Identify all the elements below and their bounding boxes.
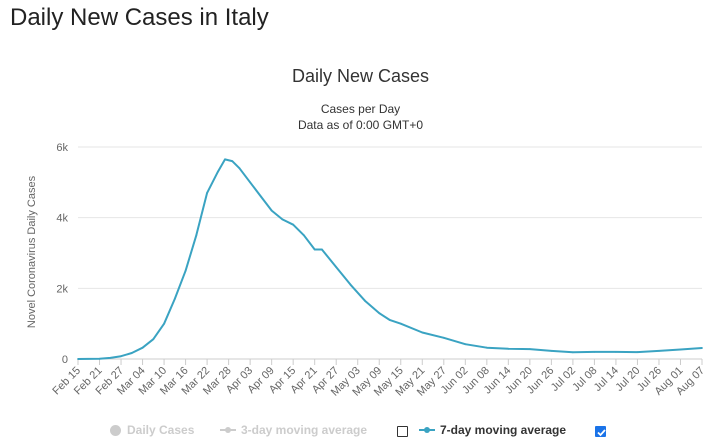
data-point <box>206 192 209 194</box>
data-point <box>399 322 402 325</box>
data-point <box>636 351 639 353</box>
chart-title: Daily New Cases <box>291 66 430 86</box>
data-point <box>238 167 241 170</box>
data-point <box>421 331 424 334</box>
data-point <box>303 234 305 237</box>
data-point <box>195 234 198 237</box>
y-axis-label: Novel Coronavirus Daily Cases <box>26 175 38 328</box>
y-tick-label: 6k <box>56 142 68 154</box>
data-point <box>184 269 187 272</box>
data-point <box>593 351 596 353</box>
data-point <box>109 357 112 359</box>
data-point <box>260 195 262 198</box>
legend-item-7-day-average[interactable]: 7-day moving average <box>419 423 566 437</box>
data-point <box>321 248 323 251</box>
data-point <box>364 299 366 302</box>
y-tick-label: 2k <box>56 283 68 295</box>
data-point <box>130 352 133 354</box>
data-point <box>224 158 226 161</box>
legend-label-7-day-average: 7-day moving average <box>440 423 567 437</box>
data-point <box>313 248 316 251</box>
gridlines <box>78 146 702 360</box>
data-point <box>507 347 510 350</box>
data-point <box>77 358 79 360</box>
data-point <box>389 319 391 321</box>
data-point <box>98 357 101 360</box>
checkbox-7-day-average[interactable] <box>595 426 606 437</box>
y-tick-label: 4k <box>56 213 68 225</box>
legend-label-3-day-average: 3-day moving average <box>241 423 368 437</box>
legend-item-3-day-average[interactable]: 3-day moving average <box>220 423 367 437</box>
data-point <box>281 218 284 221</box>
data-point <box>485 346 488 349</box>
legend-label-daily-cases: Daily Cases <box>127 423 195 437</box>
checkbox-3-day-average[interactable] <box>397 426 408 437</box>
legend-dot-icon <box>110 424 121 436</box>
data-point <box>249 181 252 184</box>
data-point <box>349 283 352 286</box>
legend-item-daily-cases[interactable]: Daily Cases <box>110 423 194 437</box>
legend-line-icon <box>419 425 435 435</box>
chart-legend: Daily Cases 3-day moving average 7-day m… <box>0 423 721 441</box>
data-point <box>442 336 445 339</box>
y-tick-label: 0 <box>62 354 68 366</box>
y-axis-ticks: 0 2k 4k 6k <box>56 142 68 366</box>
chart-data-timestamp: Data as of 0:00 GMT+0 <box>297 118 424 132</box>
data-point <box>572 351 574 354</box>
series-line <box>77 158 703 360</box>
data-point <box>701 347 703 349</box>
data-point <box>270 209 273 212</box>
data-point <box>163 322 166 325</box>
data-point <box>292 223 295 226</box>
data-point <box>335 266 338 268</box>
legend-line-icon <box>220 425 236 435</box>
series-lines <box>77 158 703 360</box>
data-point <box>173 298 176 300</box>
data-point <box>120 355 122 358</box>
data-point <box>658 350 660 352</box>
data-point <box>550 350 553 352</box>
page-heading: Daily New Cases in Italy <box>10 4 269 31</box>
data-point <box>464 343 467 346</box>
data-point <box>141 346 144 349</box>
data-point <box>679 348 682 351</box>
data-point <box>529 348 531 350</box>
data-point <box>615 351 617 353</box>
data-point <box>231 160 234 163</box>
data-point <box>152 338 155 341</box>
chart-subtitle: Cases per Day <box>320 102 401 116</box>
data-point <box>378 312 381 314</box>
data-point <box>217 170 219 173</box>
